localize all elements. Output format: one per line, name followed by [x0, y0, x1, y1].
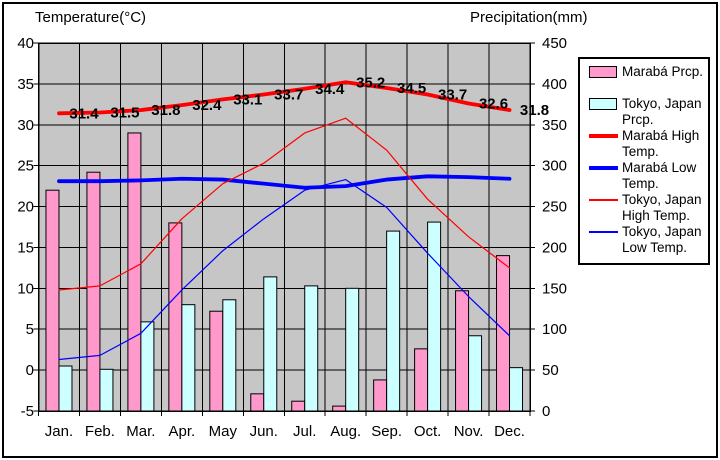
- maraba-prcp-bar: [250, 393, 265, 412]
- precip-axis-label: 200: [542, 239, 567, 256]
- tokyo-low-temp-legend-swatch-icon: [589, 224, 622, 256]
- tokyo-prcp-legend-swatch-icon: [589, 96, 622, 128]
- temp-axis-label: 30: [17, 117, 34, 134]
- precip-axis-label: 150: [542, 280, 567, 297]
- precip-axis-label: 250: [542, 199, 567, 216]
- maraba-high-temp-data-label: 34.5: [397, 80, 426, 97]
- maraba-prcp-bar: [86, 171, 101, 412]
- tokyo-prcp-bar: [345, 287, 360, 412]
- maraba-high-temp-data-label: 35.2: [356, 74, 385, 91]
- temp-axis-label: -5: [21, 403, 34, 420]
- maraba-prcp-bar: [455, 290, 470, 412]
- maraba-prcp-bar: [414, 348, 429, 412]
- legend-label-maraba-low-temp: Marabá Low Temp.: [622, 160, 697, 191]
- legend-item-tokyo-high-temp: Tokyo, Japan High Temp.: [589, 192, 706, 224]
- month-label: Jan.: [45, 423, 73, 440]
- tokyo-prcp-bar: [58, 365, 73, 412]
- maraba-prcp-bar: [209, 310, 224, 412]
- precip-axis-label: 50: [542, 362, 559, 379]
- precip-axis-label: 450: [542, 35, 567, 52]
- maraba-high-temp-data-label: 34.4: [315, 81, 345, 98]
- temp-axis-label: 5: [26, 321, 34, 338]
- month-label: Jun.: [250, 423, 278, 440]
- maraba-high-temp-data-label: 33.7: [438, 87, 467, 104]
- month-label: Mar.: [126, 423, 155, 440]
- tokyo-prcp-bar: [222, 299, 237, 412]
- maraba-high-temp-line: [57, 80, 512, 116]
- legend-item-maraba-low-temp: Marabá Low Temp.: [589, 160, 706, 192]
- month-label: Jul.: [293, 423, 316, 440]
- maraba-low-temp-legend-swatch-icon: [589, 160, 622, 192]
- maraba-high-temp-data-label: 32.6: [479, 96, 508, 113]
- month-label: Oct.: [414, 423, 442, 440]
- legend-label-tokyo-low-temp: Tokyo, Japan Low Temp.: [622, 224, 702, 255]
- month-label: Nov.: [454, 423, 484, 440]
- tokyo-prcp-bar: [468, 335, 483, 412]
- precip-axis-label: 350: [542, 117, 567, 134]
- legend-label-maraba-high-temp: Marabá High Temp.: [622, 128, 700, 159]
- tokyo-prcp-bar: [99, 368, 114, 412]
- maraba-prcp-bar: [45, 189, 60, 412]
- tokyo-prcp-bar: [427, 221, 442, 412]
- temp-axis-label: 35: [17, 76, 34, 93]
- maraba-prcp-bar: [127, 132, 142, 412]
- legend-label-tokyo-high-temp: Tokyo, Japan High Temp.: [622, 192, 702, 223]
- month-label: Aug.: [330, 423, 361, 440]
- temp-axis-label: 20: [17, 199, 34, 216]
- tokyo-high-temp-legend-swatch-icon: [589, 192, 622, 224]
- legend-item-maraba-prcp: Marabá Prcp.: [589, 64, 706, 80]
- legend: Marabá Prcp. Tokyo, Japan Prcp. Marabá Hig…: [578, 57, 710, 265]
- precipitation-axis-title: Precipitation(mm): [470, 9, 588, 26]
- maraba-high-temp-data-label: 31.8: [151, 102, 180, 119]
- precip-axis-label: 400: [542, 76, 567, 93]
- month-label: Dec.: [494, 423, 525, 440]
- tokyo-prcp-bar: [140, 321, 155, 412]
- tokyo-prcp-bar: [509, 367, 524, 412]
- legend-label-tokyo-prcp: Tokyo, Japan Prcp.: [622, 96, 702, 127]
- tokyo-low-temp-line: [58, 178, 511, 361]
- maraba-high-temp-legend-swatch-icon: [589, 128, 622, 160]
- temperature-axis-title: Temperature(°C): [35, 9, 147, 26]
- legend-item-maraba-high-temp: Marabá High Temp.: [589, 128, 706, 160]
- month-label: Sep.: [371, 423, 402, 440]
- maraba-prcp-bar: [291, 400, 306, 412]
- precip-axis-label: 0: [542, 403, 550, 420]
- temp-axis-label: 15: [17, 239, 34, 256]
- maraba-high-temp-data-label: 31.8: [520, 102, 549, 119]
- maraba-high-temp-data-label: 31.5: [110, 105, 139, 122]
- temp-axis-label: 10: [17, 280, 34, 297]
- tokyo-prcp-bar: [263, 276, 278, 412]
- temp-axis-label: 40: [17, 35, 34, 52]
- maraba-high-temp-data-label: 33.7: [274, 87, 303, 104]
- maraba-prcp-bar: [373, 379, 388, 412]
- tokyo-prcp-bar: [386, 230, 401, 412]
- tokyo-prcp-bar: [181, 304, 196, 412]
- temp-axis-label: 0: [26, 362, 34, 379]
- legend-item-tokyo-prcp: Tokyo, Japan Prcp.: [589, 96, 706, 128]
- maraba-high-temp-data-label: 33.1: [233, 91, 262, 108]
- maraba-high-temp-data-label: 31.4: [69, 105, 99, 122]
- month-label: Apr.: [169, 423, 196, 440]
- maraba-prcp-bar: [168, 222, 183, 412]
- maraba-high-temp-data-label: 32.4: [192, 97, 222, 114]
- tokyo-prcp-bar: [304, 285, 319, 412]
- precip-axis-label: 300: [542, 158, 567, 175]
- temp-axis-label: 25: [17, 158, 34, 175]
- tokyo-high-temp-line: [58, 117, 511, 291]
- maraba-low-temp-line: [57, 174, 512, 190]
- month-label: May: [209, 423, 238, 440]
- legend-label-maraba-prcp: Marabá Prcp.: [622, 64, 704, 79]
- legend-item-tokyo-low-temp: Tokyo, Japan Low Temp.: [589, 224, 706, 256]
- month-label: Feb.: [85, 423, 115, 440]
- maraba-prcp-legend-swatch-icon: [589, 64, 622, 80]
- precip-axis-label: 100: [542, 321, 567, 338]
